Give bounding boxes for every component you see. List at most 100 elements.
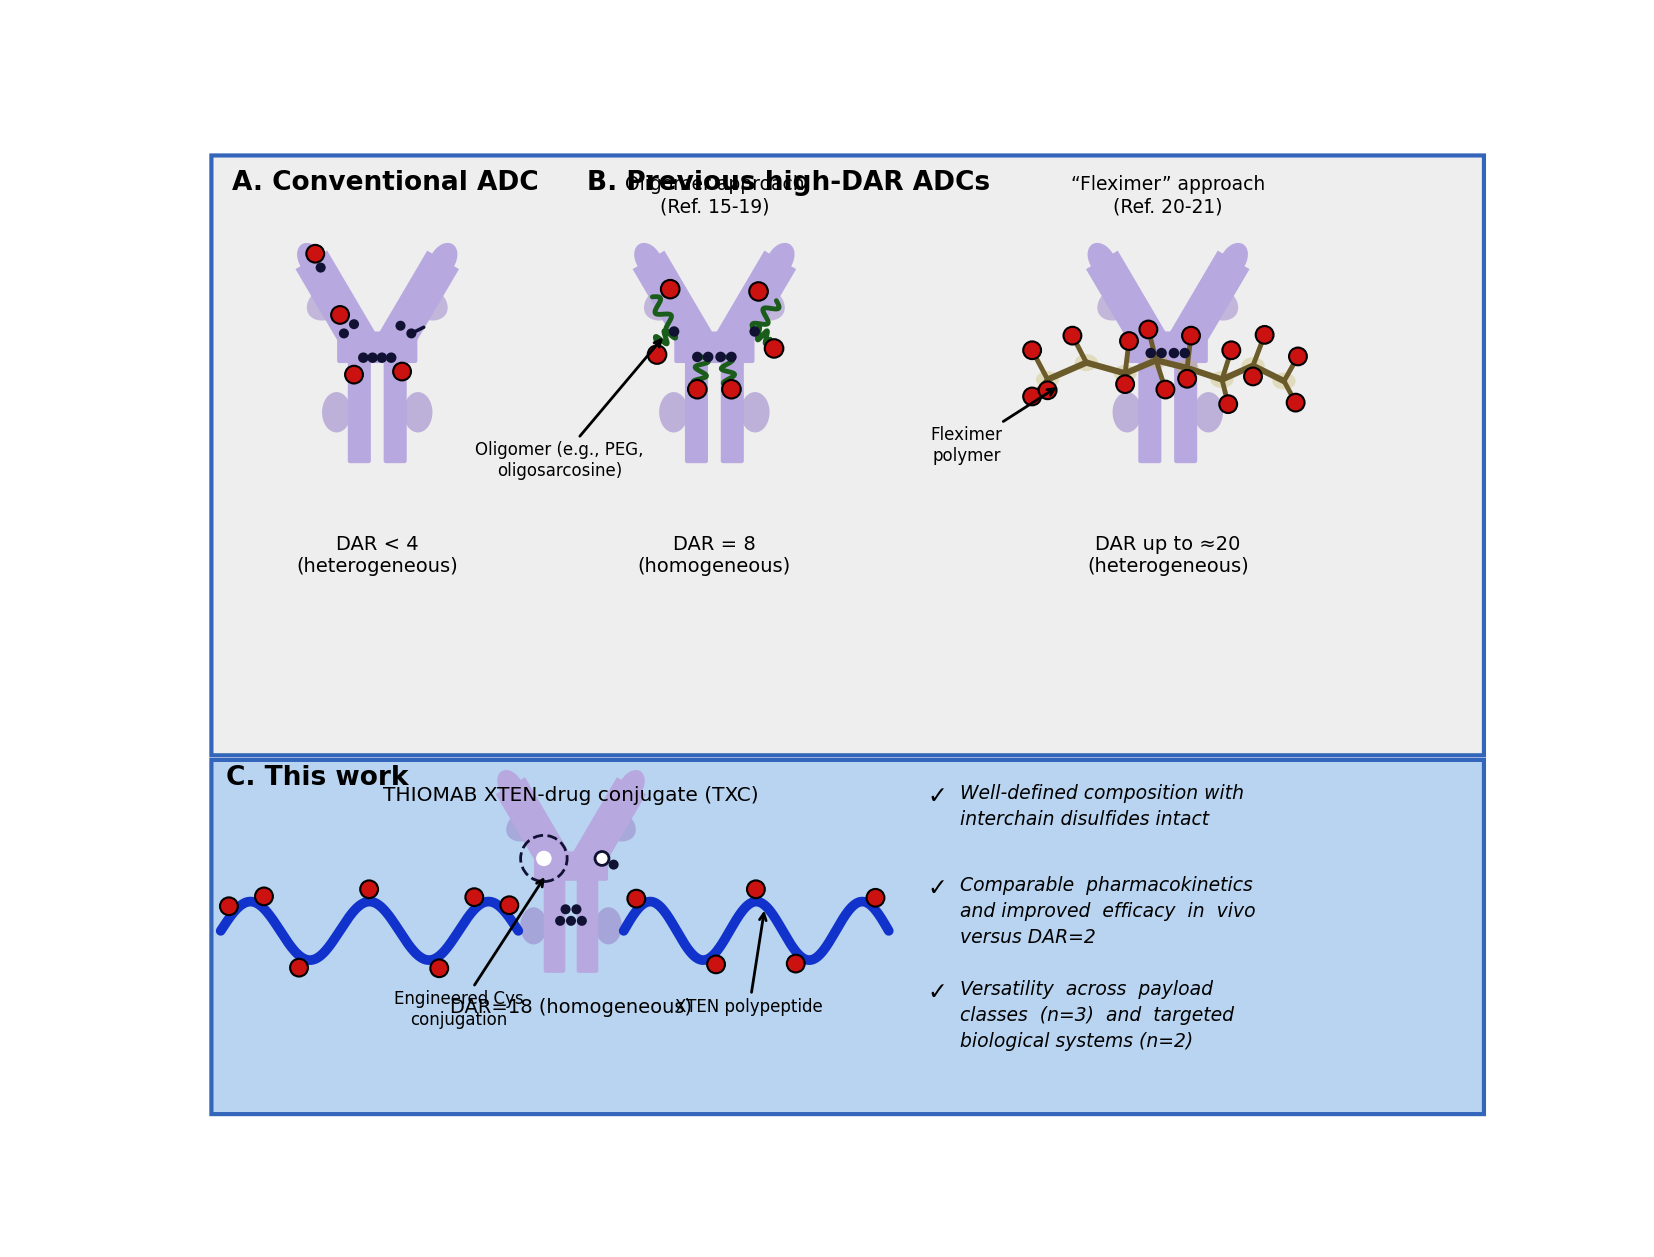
Circle shape — [1179, 348, 1191, 358]
Ellipse shape — [1097, 284, 1141, 321]
Circle shape — [571, 904, 582, 914]
Circle shape — [1024, 342, 1040, 360]
Circle shape — [648, 346, 667, 363]
Ellipse shape — [521, 908, 547, 944]
Ellipse shape — [404, 284, 448, 321]
Circle shape — [536, 851, 552, 866]
Text: A. Conventional ADC: A. Conventional ADC — [232, 170, 538, 196]
Circle shape — [377, 352, 387, 363]
Circle shape — [1116, 376, 1135, 393]
Ellipse shape — [323, 392, 351, 432]
Ellipse shape — [1145, 352, 1168, 368]
Text: B. Previous high-DAR ADCs: B. Previous high-DAR ADCs — [587, 170, 989, 196]
Circle shape — [1183, 327, 1199, 344]
Text: Oligomer approach
(Ref. 15-19): Oligomer approach (Ref. 15-19) — [625, 176, 804, 216]
Circle shape — [1287, 393, 1305, 411]
Circle shape — [367, 352, 377, 363]
Circle shape — [1156, 381, 1174, 398]
Circle shape — [220, 897, 238, 915]
FancyBboxPatch shape — [534, 851, 609, 881]
Text: Fleximer
polymer: Fleximer polymer — [930, 388, 1054, 465]
Ellipse shape — [1194, 284, 1239, 321]
Text: Versatility  across  payload
classes  (n=3)  and  targeted
biological systems (n: Versatility across payload classes (n=3)… — [959, 980, 1234, 1051]
Ellipse shape — [506, 808, 546, 841]
Ellipse shape — [1088, 243, 1116, 277]
Text: ✓: ✓ — [928, 784, 948, 808]
Circle shape — [595, 851, 609, 865]
Circle shape — [748, 880, 764, 899]
Circle shape — [394, 363, 410, 381]
Ellipse shape — [595, 908, 622, 944]
Circle shape — [357, 352, 369, 363]
Circle shape — [723, 380, 741, 398]
Circle shape — [407, 328, 417, 338]
FancyBboxPatch shape — [675, 332, 754, 363]
Ellipse shape — [404, 392, 432, 432]
Circle shape — [1288, 348, 1307, 366]
Text: Well-defined composition with
interchain disulfides intact: Well-defined composition with interchain… — [959, 784, 1244, 828]
FancyBboxPatch shape — [544, 871, 566, 973]
Text: ✓: ✓ — [928, 876, 948, 900]
Circle shape — [1244, 367, 1262, 386]
Circle shape — [577, 916, 587, 926]
Ellipse shape — [643, 284, 688, 321]
Polygon shape — [1087, 250, 1168, 353]
Circle shape — [1255, 326, 1274, 343]
Ellipse shape — [1035, 371, 1059, 388]
Circle shape — [749, 327, 759, 337]
Circle shape — [749, 283, 767, 300]
Text: DAR up to ≈20
(heterogeneous): DAR up to ≈20 (heterogeneous) — [1087, 535, 1249, 576]
Text: DAR = 8
(homogeneous): DAR = 8 (homogeneous) — [638, 535, 791, 576]
Circle shape — [1178, 370, 1196, 387]
Polygon shape — [1168, 250, 1249, 353]
Circle shape — [1219, 395, 1237, 414]
Ellipse shape — [1194, 392, 1222, 432]
FancyBboxPatch shape — [384, 353, 407, 463]
Circle shape — [787, 955, 804, 973]
Circle shape — [764, 339, 784, 358]
Polygon shape — [632, 250, 715, 353]
Circle shape — [465, 889, 483, 906]
Text: Oligomer (e.g., PEG,
oligosarcosine): Oligomer (e.g., PEG, oligosarcosine) — [475, 339, 662, 480]
Circle shape — [691, 352, 703, 362]
Polygon shape — [496, 777, 571, 872]
Circle shape — [255, 887, 273, 905]
Circle shape — [306, 245, 324, 263]
Text: XTEN polypeptide: XTEN polypeptide — [675, 914, 824, 1016]
Text: Comparable  pharmacokinetics
and improved  efficacy  in  vivo
versus DAR=2: Comparable pharmacokinetics and improved… — [959, 876, 1255, 947]
Ellipse shape — [1242, 357, 1265, 375]
Circle shape — [289, 959, 308, 977]
FancyBboxPatch shape — [1174, 353, 1197, 463]
Circle shape — [385, 352, 397, 363]
Circle shape — [501, 896, 518, 914]
FancyBboxPatch shape — [1138, 353, 1161, 463]
Ellipse shape — [619, 771, 645, 801]
Ellipse shape — [298, 243, 326, 277]
Ellipse shape — [633, 243, 663, 277]
FancyBboxPatch shape — [212, 156, 1484, 755]
Ellipse shape — [766, 243, 794, 277]
Circle shape — [1156, 348, 1166, 358]
Polygon shape — [377, 250, 460, 353]
FancyBboxPatch shape — [1128, 332, 1207, 363]
Circle shape — [627, 890, 645, 908]
Circle shape — [331, 307, 349, 324]
Circle shape — [688, 380, 706, 398]
Ellipse shape — [1272, 372, 1295, 390]
Text: Engineered Cys
conjugation: Engineered Cys conjugation — [394, 880, 543, 1029]
Polygon shape — [715, 250, 796, 353]
Circle shape — [1222, 342, 1240, 360]
Circle shape — [708, 955, 724, 973]
Ellipse shape — [595, 808, 635, 841]
Ellipse shape — [498, 771, 524, 801]
Text: ✓: ✓ — [928, 980, 948, 1004]
Ellipse shape — [1075, 354, 1098, 371]
Circle shape — [1039, 381, 1057, 400]
FancyBboxPatch shape — [721, 353, 744, 463]
Ellipse shape — [1113, 392, 1141, 432]
Text: “Fleximer” approach
(Ref. 20-21): “Fleximer” approach (Ref. 20-21) — [1070, 176, 1265, 216]
Circle shape — [339, 328, 349, 338]
Circle shape — [316, 263, 326, 273]
FancyBboxPatch shape — [685, 353, 708, 463]
Circle shape — [346, 366, 362, 383]
